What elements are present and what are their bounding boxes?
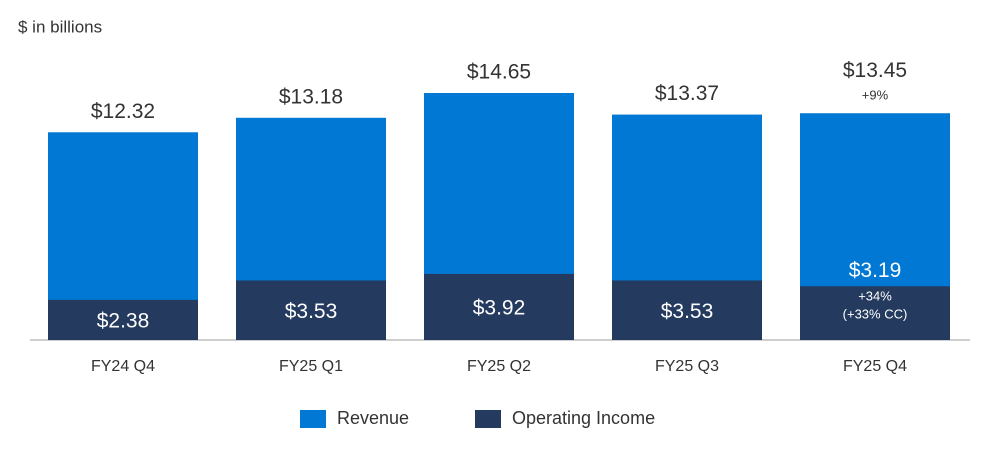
- value-label: $2.38: [97, 309, 150, 332]
- legend-swatch: [300, 410, 326, 428]
- annotation: (+33% CC): [843, 307, 908, 322]
- x-tick-label: FY25 Q4: [843, 358, 907, 375]
- value-label: $3.53: [285, 300, 338, 323]
- value-label: $3.19: [849, 259, 902, 282]
- chart-subtitle: $ in billions: [18, 17, 102, 36]
- value-label: $3.92: [473, 297, 526, 320]
- annotation: +9%: [862, 88, 889, 103]
- value-label: $13.37: [655, 82, 719, 105]
- value-label: $3.53: [661, 300, 714, 323]
- value-label: $14.65: [467, 61, 531, 84]
- legend-label: Operating Income: [512, 408, 655, 428]
- bar: [800, 286, 950, 340]
- value-label: $12.32: [91, 100, 155, 123]
- legend-swatch: [475, 410, 501, 428]
- bar: [236, 280, 386, 340]
- x-tick-label: FY25 Q3: [655, 358, 719, 375]
- x-tick-label: FY25 Q2: [467, 358, 531, 375]
- bar: [612, 280, 762, 340]
- legend-label: Revenue: [337, 408, 409, 428]
- x-tick-label: FY25 Q1: [279, 358, 343, 375]
- annotation: +34%: [858, 289, 892, 304]
- x-tick-label: FY24 Q4: [91, 358, 155, 375]
- bar: [424, 273, 574, 340]
- bar: [48, 299, 198, 340]
- value-label: $13.45: [843, 59, 907, 82]
- value-label: $13.18: [279, 85, 343, 108]
